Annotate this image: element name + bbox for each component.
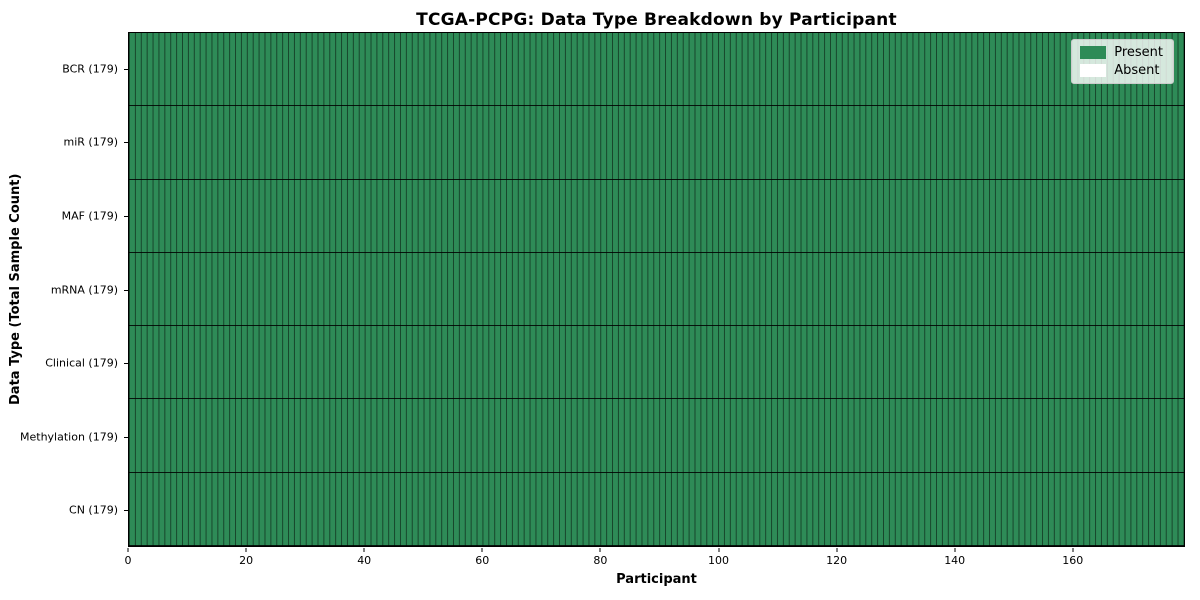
y-axis: BCR (179) miR (179) MAF (179) mRNA (179)…: [0, 32, 128, 547]
heatmap-row-clinical: [129, 326, 1184, 400]
heatmap-row-maf: [129, 179, 1184, 253]
x-tick-mark: [245, 548, 247, 552]
x-tick-label-80: 80: [593, 554, 608, 567]
x-tick-label-60: 60: [475, 554, 490, 567]
x-tick-mark: [836, 548, 838, 552]
x-axis: 0 20 40 60 80 100 120 140 160: [124, 547, 1185, 571]
x-tick-label-100: 100: [708, 554, 729, 567]
y-tick-label-bcr: BCR (179): [62, 62, 118, 76]
legend: Present Absent: [1071, 39, 1174, 84]
x-tick-label-20: 20: [239, 554, 254, 567]
chart-title: TCGA-PCPG: Data Type Breakdown by Partic…: [416, 10, 897, 30]
heatmap-row-mir: [129, 106, 1184, 180]
x-tick-mark: [363, 548, 365, 552]
legend-label-absent: Absent: [1114, 63, 1160, 78]
y-tick-mark: [124, 289, 128, 291]
legend-entry-absent: Absent: [1080, 64, 1163, 77]
x-tick-mark: [954, 548, 956, 552]
x-tick-mark: [481, 548, 483, 552]
legend-label-present: Present: [1114, 45, 1163, 60]
y-tick-label-cn: CN (179): [69, 503, 118, 517]
y-tick-mark: [124, 510, 128, 512]
x-tick-mark: [718, 548, 719, 552]
legend-swatch-absent-icon: [1080, 64, 1107, 77]
legend-entry-present: Present: [1080, 46, 1163, 59]
legend-swatch-present-icon: [1080, 46, 1107, 59]
x-tick-label-160: 160: [1062, 554, 1084, 567]
x-tick-label-40: 40: [357, 554, 372, 567]
x-tick-label-120: 120: [826, 554, 848, 567]
x-axis-label: Participant: [616, 572, 697, 587]
heatmap-row-bcr: [129, 33, 1184, 107]
x-tick-mark: [127, 548, 129, 552]
y-tick-label-mrna: mRNA (179): [50, 283, 118, 296]
x-tick-label-140: 140: [944, 554, 966, 567]
heatmap-row-methylation: [129, 399, 1184, 473]
heatmap-row-cn: [129, 472, 1184, 546]
y-tick-label-mir: miR (179): [63, 135, 119, 149]
heatmap-row-mrna: [129, 252, 1184, 327]
y-tick-mark: [124, 142, 128, 144]
y-tick-mark: [124, 215, 128, 217]
y-tick-label-clinical: Clinical (179): [45, 356, 118, 370]
y-tick-mark: [124, 436, 128, 438]
x-tick-mark: [599, 548, 601, 552]
y-tick-mark: [124, 363, 128, 365]
x-tick-label-0: 0: [124, 554, 132, 567]
y-tick-label-methylation: Methylation (179): [20, 430, 118, 444]
plot-area: Present Absent: [128, 32, 1185, 547]
y-tick-mark: [124, 68, 128, 70]
x-tick-mark: [1072, 548, 1074, 552]
y-tick-label-maf: MAF (179): [61, 209, 118, 223]
